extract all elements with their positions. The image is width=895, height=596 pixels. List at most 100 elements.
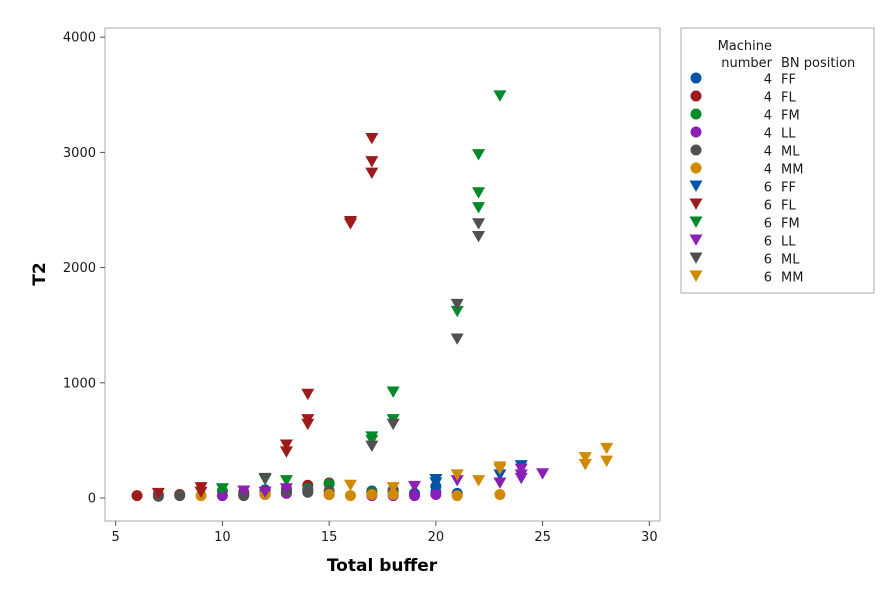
y-axis-title: T2: [30, 262, 50, 285]
point-m6-ml: [386, 418, 400, 431]
point-m4-mm: [494, 489, 506, 501]
legend: Machine number BN position 4 FF 4 FL 4 FM 4 LL 4…: [680, 27, 875, 294]
x-tick-label: 10: [214, 530, 231, 545]
point-m6-fl: [279, 439, 293, 451]
point-m6-fl: [301, 418, 315, 431]
point-m6-ml: [258, 472, 272, 485]
x-tick-label: 25: [534, 530, 551, 545]
legend-machine-number: 4: [764, 73, 772, 88]
legend-machine-number: 6: [764, 199, 772, 214]
legend-marker-m6-ml: [689, 252, 703, 264]
point-m4-mm: [344, 490, 356, 502]
point-m6-fm: [493, 90, 507, 102]
legend-machine-number: 4: [764, 145, 772, 160]
plot-frame: [104, 27, 661, 522]
point-m6-mm: [343, 479, 357, 492]
point-m6-ll: [493, 477, 507, 489]
y-tick-label: 0: [88, 491, 96, 506]
legend-marker-m4-ml: [690, 144, 702, 156]
x-tick-label: 30: [641, 530, 658, 545]
legend-marker-m4-fl: [690, 90, 702, 102]
point-m6-fm: [279, 475, 293, 487]
point-m6-fm: [215, 483, 229, 495]
legend-bn-position: FL: [781, 199, 796, 214]
point-m6-ml: [365, 440, 379, 452]
point-m6-ff: [429, 477, 443, 489]
legend-frame: [680, 27, 875, 294]
legend-machine-number: 6: [764, 271, 772, 286]
legend-marker-m4-mm: [690, 162, 702, 174]
point-m6-mm: [600, 455, 614, 467]
y-axis: 0 1000 2000 3000 4000: [63, 31, 105, 506]
x-tick-label: 15: [321, 530, 338, 545]
legend-marker-m6-ff: [689, 180, 703, 192]
point-m6-mm: [450, 469, 464, 481]
point-m4-mm: [451, 490, 463, 502]
legend-header-bn-position: BN position: [781, 56, 855, 71]
legend-bn-position: LL: [781, 235, 796, 250]
data-points: [131, 90, 614, 502]
point-m6-ll: [450, 475, 464, 487]
x-axis-title: Total buffer: [327, 556, 438, 576]
point-m4-ll: [409, 490, 421, 502]
legend-machine-number: 4: [764, 109, 772, 124]
legend-bn-position: FF: [781, 181, 796, 196]
legend-marker-m6-fl: [689, 198, 703, 210]
legend-machine-number: 6: [764, 181, 772, 196]
point-m6-mm: [386, 482, 400, 494]
point-m6-ml: [450, 333, 464, 345]
point-m6-mm: [578, 459, 592, 471]
point-m6-fm: [472, 187, 486, 199]
point-m6-ll: [514, 472, 528, 485]
point-m4-mm: [366, 489, 378, 501]
point-m4-ll: [430, 489, 442, 501]
point-m4-mm: [387, 489, 399, 501]
legend-machine-number: 4: [764, 163, 772, 178]
point-m6-ll: [514, 463, 528, 476]
point-m4-ll: [216, 490, 228, 502]
legend-bn-position: FL: [781, 91, 796, 106]
point-m6-fl: [365, 133, 379, 145]
point-m6-fl: [194, 486, 208, 499]
x-axis: 5 10 15 20 25 30: [112, 521, 658, 545]
point-m4-mm: [323, 489, 335, 501]
point-m6-fm: [450, 305, 464, 318]
point-m6-fm: [472, 149, 486, 161]
legend-bn-position: FM: [781, 109, 800, 124]
legend-bn-position: ML: [781, 145, 800, 160]
point-m6-fm: [386, 386, 400, 398]
point-m6-ll: [237, 485, 251, 497]
y-tick-label: 2000: [63, 261, 96, 276]
point-m6-ml: [472, 218, 486, 230]
legend-marker-m4-ff: [690, 72, 702, 84]
legend-bn-position: FF: [781, 73, 796, 88]
legend-bn-position: LL: [781, 127, 796, 142]
legend-machine-number: 6: [764, 217, 772, 232]
legend-marker-m6-mm: [689, 270, 703, 282]
x-tick-label: 5: [112, 530, 120, 545]
point-m6-fl: [301, 388, 315, 401]
point-m6-ll: [536, 468, 550, 480]
legend-marker-m4-fm: [690, 108, 702, 120]
point-m6-fl: [151, 487, 165, 500]
point-m6-mm: [472, 475, 486, 487]
point-m6-ml: [450, 298, 464, 311]
x-tick-label: 20: [428, 530, 445, 545]
legend-marker-m4-ll: [690, 126, 702, 138]
legend-items: 4 FF 4 FL 4 FM 4 LL 4 ML 4 MM 6 FF 6 FL 6 FM 6 LL 6 ML 6 MM: [689, 72, 803, 286]
point-m6-fm: [472, 202, 486, 214]
y-tick-label: 4000: [63, 31, 96, 46]
point-m6-ll: [279, 483, 293, 495]
legend-machine-number: 6: [764, 253, 772, 268]
legend-header-machine: Machine: [718, 39, 772, 54]
point-m6-fl: [365, 156, 379, 168]
legend-marker-m6-ll: [689, 234, 703, 246]
point-m6-mm: [493, 463, 507, 476]
legend-marker-m6-fm: [689, 216, 703, 228]
point-m6-mm: [578, 452, 592, 464]
legend-header-number: number: [721, 56, 772, 71]
point-m4-ml: [174, 490, 186, 502]
legend-machine-number: 4: [764, 127, 772, 142]
legend-machine-number: 4: [764, 91, 772, 106]
